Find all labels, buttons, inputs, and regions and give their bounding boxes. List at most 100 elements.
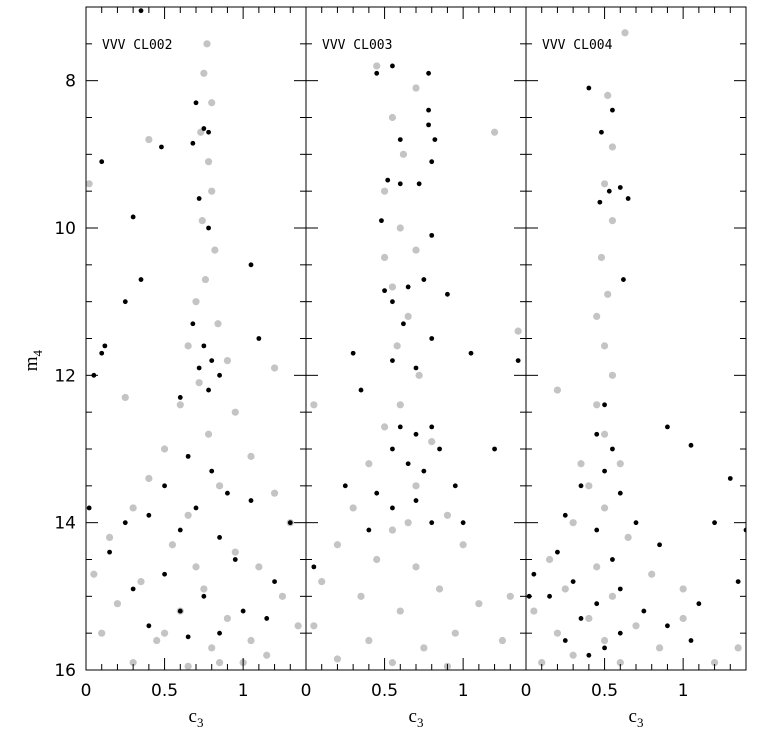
x-tick-label: 0.5 bbox=[151, 681, 178, 701]
point bbox=[621, 277, 626, 282]
point bbox=[600, 636, 609, 645]
point bbox=[177, 608, 183, 614]
point bbox=[468, 350, 474, 356]
point bbox=[388, 526, 397, 534]
point bbox=[413, 431, 419, 437]
point bbox=[577, 460, 585, 468]
point bbox=[206, 129, 211, 135]
point bbox=[190, 140, 196, 146]
y-axis-label: m4 bbox=[21, 349, 45, 371]
y-tick-label: 12 bbox=[54, 366, 76, 386]
point bbox=[333, 541, 342, 549]
point bbox=[217, 372, 222, 378]
point bbox=[99, 159, 105, 165]
point bbox=[184, 662, 192, 670]
point bbox=[553, 629, 562, 637]
point bbox=[632, 622, 640, 630]
point bbox=[396, 401, 404, 409]
plot-area bbox=[86, 8, 302, 670]
point bbox=[390, 299, 395, 305]
point bbox=[206, 387, 211, 393]
point bbox=[679, 585, 687, 593]
point bbox=[404, 312, 412, 320]
frame bbox=[85, 6, 307, 671]
y-tick-label: 16 bbox=[54, 661, 76, 681]
point bbox=[137, 578, 145, 586]
point bbox=[366, 527, 372, 533]
point bbox=[357, 592, 365, 600]
point bbox=[193, 505, 199, 511]
panel-title: VVV CL002 bbox=[102, 38, 172, 53]
point bbox=[625, 196, 631, 201]
point bbox=[272, 579, 277, 584]
point bbox=[373, 555, 381, 564]
point bbox=[570, 579, 576, 584]
point bbox=[184, 511, 192, 519]
point bbox=[608, 217, 617, 225]
point bbox=[426, 70, 431, 76]
point bbox=[256, 336, 262, 341]
point bbox=[160, 445, 169, 453]
y-tick-label: 10 bbox=[54, 219, 76, 239]
point bbox=[553, 386, 562, 394]
point bbox=[390, 505, 395, 511]
point bbox=[390, 358, 395, 363]
point bbox=[278, 592, 287, 600]
point bbox=[385, 177, 391, 183]
point bbox=[86, 505, 92, 511]
point bbox=[657, 542, 662, 548]
point bbox=[208, 99, 216, 107]
point bbox=[121, 393, 129, 402]
point bbox=[200, 69, 208, 77]
point bbox=[586, 85, 592, 91]
point bbox=[712, 520, 717, 526]
point bbox=[310, 622, 318, 630]
point bbox=[203, 40, 211, 48]
point bbox=[445, 291, 450, 297]
point bbox=[562, 638, 568, 643]
y-axis-label-main: m bbox=[21, 356, 42, 371]
point bbox=[429, 520, 435, 526]
point bbox=[287, 520, 293, 526]
point bbox=[380, 253, 389, 262]
point bbox=[209, 468, 215, 474]
point bbox=[122, 520, 128, 526]
point bbox=[727, 476, 733, 481]
point bbox=[617, 630, 623, 636]
point bbox=[146, 512, 152, 518]
x-tick-label: 0.5 bbox=[591, 681, 618, 701]
point bbox=[99, 350, 105, 356]
point bbox=[248, 498, 254, 503]
point bbox=[734, 644, 742, 652]
x-axis-label: c3 bbox=[189, 706, 204, 730]
x-axis-label-sub: 3 bbox=[197, 715, 204, 730]
x-axis-label-main: c bbox=[189, 706, 197, 727]
point bbox=[435, 585, 444, 593]
point bbox=[555, 549, 560, 555]
point bbox=[515, 358, 521, 363]
point bbox=[421, 468, 427, 474]
point bbox=[421, 277, 427, 282]
point bbox=[162, 571, 167, 577]
point bbox=[102, 343, 108, 349]
point bbox=[593, 401, 601, 409]
point bbox=[255, 563, 263, 571]
point bbox=[201, 593, 207, 599]
point bbox=[413, 365, 419, 371]
point bbox=[578, 616, 584, 621]
point bbox=[231, 548, 239, 556]
y-axis-label-sub: 4 bbox=[30, 349, 45, 356]
point bbox=[621, 29, 629, 37]
point bbox=[393, 342, 401, 350]
point bbox=[333, 655, 342, 663]
point bbox=[382, 288, 387, 294]
y-tick-label: 14 bbox=[54, 514, 76, 534]
point bbox=[443, 511, 452, 519]
point bbox=[349, 504, 357, 512]
point bbox=[264, 616, 270, 621]
point bbox=[318, 578, 326, 586]
point bbox=[412, 84, 420, 92]
point bbox=[429, 424, 435, 430]
point bbox=[420, 644, 428, 652]
